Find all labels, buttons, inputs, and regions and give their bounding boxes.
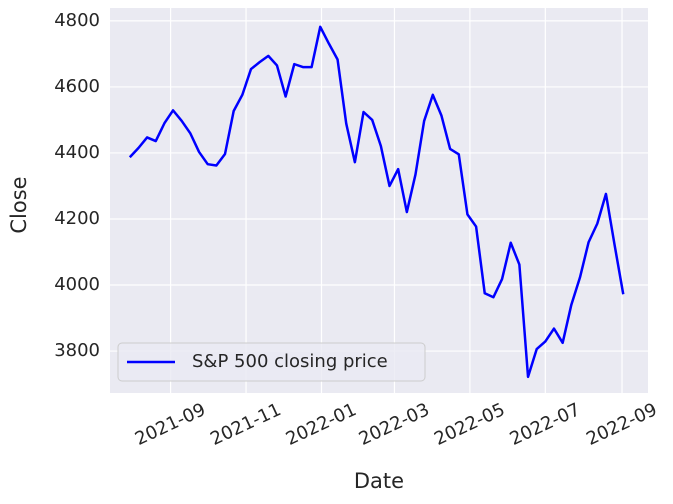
grid bbox=[110, 8, 648, 393]
data-line bbox=[128, 25, 625, 379]
x-axis-label: Date bbox=[354, 469, 404, 493]
y-axis-label: Close bbox=[7, 176, 31, 233]
x-tick-label: 2022-09 bbox=[583, 399, 660, 450]
x-tick-label: 2022-07 bbox=[507, 399, 584, 450]
legend-label: S&P 500 closing price bbox=[192, 351, 388, 372]
y-tick-label: 4200 bbox=[54, 208, 100, 229]
plot-area bbox=[110, 8, 648, 393]
y-tick-label: 3800 bbox=[54, 340, 100, 361]
x-tick-label: 2022-05 bbox=[431, 399, 508, 450]
legend-box bbox=[117, 342, 426, 382]
x-tick-label: 2021-09 bbox=[132, 399, 209, 450]
x-tick-label: 2022-01 bbox=[283, 399, 360, 450]
x-tick-label: 2021-11 bbox=[207, 399, 284, 450]
marks bbox=[128, 25, 625, 379]
y-tick-label: 4800 bbox=[54, 10, 100, 31]
y-tick-label: 4600 bbox=[54, 76, 100, 97]
y-tick-label: 4000 bbox=[54, 274, 100, 295]
x-tick-label: 2022-03 bbox=[356, 399, 433, 450]
y-tick-label: 4400 bbox=[54, 142, 100, 163]
